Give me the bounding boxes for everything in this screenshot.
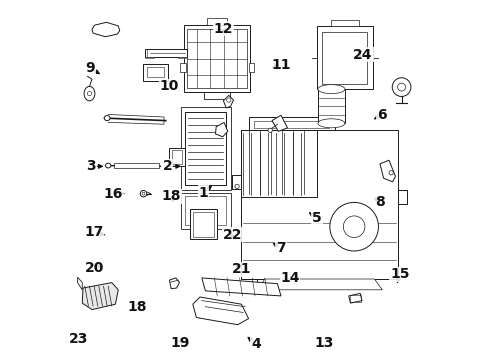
Text: 15: 15 <box>390 267 410 281</box>
Text: 21: 21 <box>232 262 251 276</box>
Text: 9: 9 <box>85 62 95 75</box>
Text: 11: 11 <box>271 58 291 72</box>
Bar <box>145 57 154 58</box>
Text: 18: 18 <box>127 300 147 314</box>
Bar <box>317 26 373 89</box>
Text: 4: 4 <box>251 337 261 351</box>
Text: 1: 1 <box>199 186 208 199</box>
Bar <box>232 175 242 189</box>
Text: 19: 19 <box>171 336 190 350</box>
Text: 3: 3 <box>86 159 96 173</box>
Text: 14: 14 <box>280 271 300 285</box>
Bar <box>145 49 187 57</box>
Polygon shape <box>202 278 281 296</box>
Bar <box>398 190 407 204</box>
Polygon shape <box>349 293 362 303</box>
Ellipse shape <box>398 83 406 91</box>
Polygon shape <box>257 279 382 290</box>
Polygon shape <box>92 22 120 37</box>
Bar <box>147 67 164 77</box>
Polygon shape <box>223 95 233 108</box>
Text: 8: 8 <box>375 195 385 208</box>
Bar <box>242 130 398 279</box>
Ellipse shape <box>227 98 231 102</box>
Text: 18: 18 <box>161 189 181 203</box>
Ellipse shape <box>142 192 145 195</box>
Bar <box>249 117 335 130</box>
Bar <box>193 212 215 237</box>
Ellipse shape <box>104 116 110 121</box>
Bar <box>180 193 231 229</box>
Bar <box>318 89 345 123</box>
Text: 12: 12 <box>214 22 233 36</box>
Polygon shape <box>380 160 395 182</box>
Polygon shape <box>82 283 118 310</box>
Ellipse shape <box>140 190 147 197</box>
Bar <box>180 107 231 190</box>
Text: 6: 6 <box>377 108 387 122</box>
Bar <box>178 57 187 58</box>
Bar <box>190 209 217 239</box>
Bar <box>248 63 254 72</box>
Bar <box>254 121 329 128</box>
Ellipse shape <box>392 78 411 96</box>
Ellipse shape <box>235 184 239 189</box>
Text: 24: 24 <box>353 48 373 62</box>
Ellipse shape <box>84 86 95 101</box>
Bar <box>114 163 159 168</box>
Ellipse shape <box>389 171 393 175</box>
Text: 5: 5 <box>312 211 322 225</box>
Bar <box>350 295 361 302</box>
Bar <box>242 130 317 197</box>
Polygon shape <box>77 277 82 290</box>
Bar <box>257 279 351 288</box>
Bar <box>170 148 185 166</box>
Text: 2: 2 <box>163 159 172 173</box>
Polygon shape <box>216 122 228 137</box>
Bar <box>172 150 182 164</box>
Bar <box>185 112 226 185</box>
Text: 23: 23 <box>69 332 88 346</box>
Bar <box>207 18 227 25</box>
Ellipse shape <box>330 202 378 251</box>
Text: 17: 17 <box>84 225 103 239</box>
Bar <box>185 196 226 225</box>
Text: 16: 16 <box>104 187 123 201</box>
Polygon shape <box>272 115 288 131</box>
Bar <box>144 64 168 81</box>
Bar <box>187 29 247 88</box>
Polygon shape <box>170 278 179 289</box>
Ellipse shape <box>268 128 272 132</box>
Ellipse shape <box>318 119 345 128</box>
Bar <box>322 32 368 84</box>
Ellipse shape <box>87 91 92 96</box>
Ellipse shape <box>343 216 365 238</box>
Text: 10: 10 <box>160 80 179 93</box>
Ellipse shape <box>105 163 111 168</box>
Text: 22: 22 <box>222 228 242 242</box>
Bar <box>331 20 359 26</box>
Ellipse shape <box>318 85 345 94</box>
Text: 13: 13 <box>315 336 334 350</box>
Polygon shape <box>193 297 248 325</box>
Text: 7: 7 <box>276 242 286 255</box>
Bar <box>184 25 250 92</box>
Bar <box>180 63 186 72</box>
Text: 20: 20 <box>85 261 104 275</box>
